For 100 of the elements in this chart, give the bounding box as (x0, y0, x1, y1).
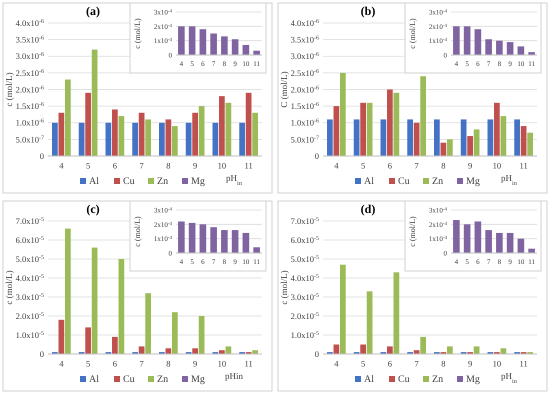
y-tick-label: 6.0x10$^{-5}$ (290, 234, 320, 245)
bar (192, 112, 198, 156)
bar (92, 248, 98, 354)
y-tick-label: 2.0x10$^{-6}$ (290, 84, 320, 94)
y-tick-label: 7.0x10$^{-5}$ (290, 216, 320, 226)
x-axis-title: pH$_{in}$ (226, 173, 243, 186)
y-tick-label: 3.0x10$^{-6}$ (16, 51, 44, 62)
y-tick-label: 2.0x10$^{-5}$ (290, 310, 320, 321)
x-tick-label: 11 (520, 358, 528, 368)
y-tick-label: 1.5x10$^{-6}$ (290, 101, 320, 112)
x-tick-label: 4 (59, 358, 64, 368)
y-tick-label: 2.0x10$^{-5}$ (16, 310, 44, 321)
legend-label: Mg (191, 374, 205, 385)
bar (166, 119, 172, 156)
bar (485, 230, 492, 253)
bar (242, 44, 250, 55)
bar (518, 46, 524, 55)
bar (464, 26, 470, 55)
bar (252, 112, 258, 156)
bar (210, 34, 217, 55)
y-tick-label: 1.0x10$^{-6}$ (16, 118, 44, 128)
x-tick-label: 4 (334, 160, 340, 170)
bar (414, 122, 420, 156)
bar (138, 112, 144, 156)
bar (159, 122, 165, 156)
y-tick-label: 1.0x10$^{-5}$ (290, 330, 320, 340)
bar (253, 50, 260, 55)
bar (474, 221, 482, 253)
bar (506, 232, 514, 253)
bar (453, 26, 460, 55)
y-tick-label: 2.5x10$^{-6}$ (290, 68, 320, 78)
bar (112, 336, 118, 354)
y-tick-label: 4.0x10$^{-6}$ (16, 18, 44, 28)
bar (65, 80, 71, 156)
y-axis-title: c (mol/L) (279, 270, 289, 305)
bar (178, 26, 185, 55)
legend-label: Mg (466, 374, 480, 385)
bar (200, 29, 206, 55)
bar (334, 106, 340, 156)
x-tick-label: 7 (140, 160, 144, 170)
bar (366, 102, 372, 156)
bar (132, 122, 138, 156)
bar (198, 106, 204, 156)
bar (172, 312, 178, 354)
bar (387, 90, 393, 156)
bar (340, 72, 346, 156)
bar (58, 112, 64, 156)
bar (145, 119, 151, 156)
bar (212, 122, 218, 156)
legend-label: Zn (157, 374, 168, 385)
y-tick-label: 5.0x10$^{-7}$ (16, 134, 44, 144)
bar (453, 220, 460, 253)
x-tick-label: 8 (166, 358, 170, 368)
bar (327, 119, 333, 156)
bar (394, 272, 400, 354)
x-tick-label: 4 (59, 160, 64, 170)
bar (172, 126, 178, 156)
bar (210, 227, 217, 253)
legend-label: Mg (191, 176, 205, 187)
bar (520, 126, 526, 156)
x-axis-title: pH$_{in}$ (501, 173, 518, 186)
bar (232, 230, 238, 253)
y-tick-label: 1.0x10$^{-5}$ (16, 330, 44, 340)
y-tick-label: 6.0x10$^{-5}$ (16, 234, 44, 245)
bar (488, 119, 494, 156)
x-tick-label: 10 (492, 160, 502, 170)
y-tick-label: 4.0x10$^{-5}$ (290, 272, 320, 283)
bar (496, 232, 503, 253)
y-tick-label: 3.0x10$^{-6}$ (290, 51, 320, 62)
legend-label: Al (364, 176, 374, 187)
bar (232, 39, 238, 55)
bar (221, 36, 228, 55)
y-axis-title: c (mol/L) (133, 18, 142, 49)
x-tick-label: 7 (140, 358, 144, 368)
bar (494, 102, 500, 156)
bar (78, 122, 84, 156)
x-tick-label: 11 (244, 160, 253, 170)
legend-label: Al (89, 176, 100, 187)
bar (58, 320, 64, 354)
bar (380, 119, 386, 156)
bar (500, 116, 506, 156)
bar (360, 102, 366, 156)
bar (354, 119, 360, 156)
x-tick-label: 5 (86, 358, 90, 368)
bar (200, 224, 206, 253)
legend-label: Mg (466, 176, 480, 187)
y-axis-title: c (mol/L) (133, 216, 142, 247)
bar (420, 336, 426, 354)
y-tick-label: 3.0x10$^{-5}$ (290, 292, 320, 302)
bar (514, 119, 520, 156)
y-tick-label: 0 (40, 150, 44, 161)
bar (188, 26, 196, 55)
bar (474, 129, 480, 156)
bar (518, 238, 524, 253)
y-tick-label: 0 (314, 150, 319, 161)
bar (407, 119, 413, 156)
bar (467, 136, 473, 156)
bar (112, 109, 118, 156)
bar (360, 344, 366, 354)
legend-label: Zn (432, 374, 444, 385)
